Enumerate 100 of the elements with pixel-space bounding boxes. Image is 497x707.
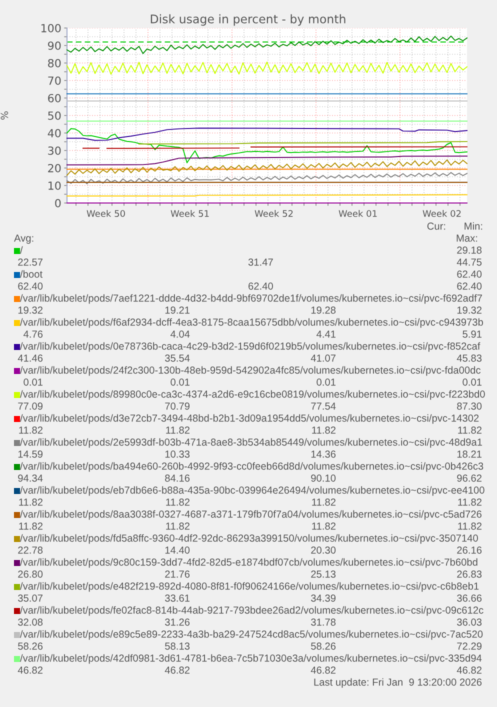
text: 11.82	[166, 498, 190, 506]
legend-label: /var/lib/kubelet/pods/7aef1221-ddde-4d32-b4dd-9bf69702de1f/volumes/kubernetes.io~csi/pvc-f692adf7	[20, 294, 482, 304]
y-tick-label: 60	[48, 94, 61, 102]
text: 11.82	[458, 522, 482, 530]
text: 11.82	[312, 522, 336, 530]
text: Min:	[464, 222, 482, 230]
text: 20.30	[311, 546, 336, 554]
text: 41.46	[18, 354, 43, 362]
text: 77.54	[311, 402, 336, 410]
text: 77.09	[18, 402, 43, 410]
x-tick-label: Week 01	[338, 210, 377, 217]
legend-label: /var/lib/kubelet/pods/f6af2934-dcff-4ea3-8175-8caa15675dbb/volumes/kubernetes.io~csi/pvc-c943973b	[20, 318, 483, 328]
y-tick-label: 20	[48, 164, 61, 172]
y-tick-label: 0	[55, 198, 61, 208]
y-tick-label: 70	[48, 76, 61, 85]
text: 96.62	[457, 474, 482, 482]
text: 36.66	[457, 594, 482, 602]
legend-label: /var/lib/kubelet/pods/2e5993df-b03b-471a-8ae8-3b534ab85449/volumes/kubernetes.io~csi/pvc-48d9a1	[20, 438, 482, 448]
text: 14.59	[18, 450, 43, 458]
text: 84.16	[165, 474, 190, 482]
y-axis-title: %	[0, 111, 8, 120]
text: 19.32	[457, 306, 482, 314]
text: 33.61	[165, 594, 190, 602]
text: 70.79	[165, 402, 190, 410]
text: 22.57	[18, 258, 42, 266]
text: 18.21	[457, 450, 482, 458]
text: 35.07	[18, 594, 42, 602]
legend-label: /var/lib/kubelet/pods/0e78736b-caca-4c29-b3d2-159d6f0219b5/volumes/kubernetes.io~csi/pvc-f852caf	[20, 342, 480, 352]
text: Avg:	[14, 234, 34, 244]
y-tick-label: 90	[48, 41, 61, 50]
text: 36.03	[457, 618, 482, 626]
text: 25.13	[311, 570, 336, 578]
text: 0.01	[170, 378, 190, 386]
text: 46.82	[456, 666, 482, 674]
legend-label: /var/lib/kubelet/pods/d3e72cb7-3494-48bd-b2b1-3d09a1954dd5/volumes/kubernetes.io~csi/pvc-14302	[20, 414, 479, 424]
text: 14.36	[311, 450, 336, 458]
y-tick-label: 40	[48, 128, 61, 138]
text: 87.30	[457, 402, 482, 410]
text: 62.40	[457, 282, 482, 290]
x-tick-label: Week 51	[170, 210, 209, 217]
text: 11.82	[19, 498, 42, 506]
text: 4.76	[24, 330, 43, 338]
y-tick-label: 10	[48, 181, 61, 190]
text: 31.26	[165, 618, 190, 626]
text: 26.83	[457, 570, 482, 578]
text: 34.39	[311, 594, 336, 602]
text: Cur:	[427, 222, 446, 230]
text: 58.13	[165, 642, 190, 650]
text: 94.34	[18, 474, 43, 482]
text: 11.82	[166, 522, 190, 530]
text: 62.40	[18, 282, 43, 290]
legend-label: /var/lib/kubelet/pods/ba494e60-260b-4992-9f93-cc0feeb66d8d/volumes/kubernetes.io~csi/pvc-0b426c3	[20, 462, 484, 472]
text: 4.04	[170, 330, 190, 338]
text: 46.82	[164, 666, 190, 674]
text: 14.40	[165, 546, 190, 554]
text: 11.82	[458, 498, 482, 506]
text: 46.82	[310, 666, 336, 674]
text: 90.10	[311, 474, 336, 482]
legend-label: /var/lib/kubelet/pods/89980c0e-ca3c-4374-a2d6-e9c16cbe0819/volumes/kubernetes.io~csi/pvc-f223bd0	[20, 390, 485, 400]
legend-label: /var/lib/kubelet/pods/fe02fac8-814b-44ab-9217-793bdee26ad2/volumes/kubernetes.io~csi/pvc-09c612c	[20, 606, 484, 616]
text: 41.07	[310, 354, 336, 362]
text: 62.40	[248, 282, 273, 290]
x-tick-label: Week 02	[422, 210, 461, 217]
legend-label: /var/lib/kubelet/pods/fd5a8ffc-9360-4df2-92dc-86293a399150/volumes/kubernetes.io~csi/pvc-3507140	[20, 534, 478, 544]
text: 45.83	[456, 354, 482, 362]
text: 19.21	[165, 306, 190, 314]
text: 19.28	[311, 306, 336, 314]
text: Max:	[456, 234, 478, 242]
legend-label: /var/lib/kubelet/pods/9c80c159-3dd7-4fd2-82d5-e1874bdf07cb/volumes/kubernetes.io~csi/pvc-7b60bd	[20, 558, 478, 568]
text: 21.76	[165, 570, 190, 578]
y-tick-label: 50	[48, 111, 61, 120]
x-tick-label: Week 52	[254, 210, 293, 217]
y-tick-label: 80	[48, 58, 61, 68]
text: 58.26	[311, 642, 336, 650]
text: 62.40	[457, 270, 482, 278]
text: 19.32	[18, 306, 42, 314]
legend-label: /var/lib/kubelet/pods/24f2c300-130b-48eb-959d-542902a4fc85/volumes/kubernetes.io~csi/pvc-fda00dc	[20, 366, 481, 376]
text: 5.91	[462, 330, 482, 338]
legend-label: /var/lib/kubelet/pods/8aa3038f-0327-4687-a371-179fb70f7a04/volumes/kubernetes.io~csi/pvc-c5ad726	[20, 510, 482, 520]
text: 0.01	[24, 378, 43, 386]
text: 31.47	[248, 258, 273, 266]
text: 11.82	[312, 498, 336, 506]
text: 31.78	[311, 618, 336, 626]
text: 11.82	[312, 426, 336, 434]
text: 0.01	[462, 378, 482, 386]
text: 72.29	[457, 642, 482, 650]
text: 44.75	[456, 258, 482, 266]
text: 10.33	[165, 450, 190, 458]
y-tick-label: 100	[41, 24, 61, 32]
text: 0.01	[316, 378, 336, 386]
legend-label: /var/lib/kubelet/pods/eb7db6e6-b88a-435a-90bc-039964e26494/volumes/kubernetes.io~csi/pvc-ee4100	[20, 486, 484, 496]
text: 26.16	[457, 546, 482, 554]
text: 11.82	[166, 426, 190, 434]
legend-label: /var/lib/kubelet/pods/e482f219-892d-4080-8f81-f0f90624166e/volumes/kubernetes.io~csi/pvc-c6b8eb1	[20, 582, 479, 592]
text: 29.18	[457, 246, 482, 254]
y-tick-label: 30	[48, 146, 61, 155]
x-tick-label: Week 50	[86, 210, 125, 217]
legend-label: /var/lib/kubelet/pods/42df0981-3d61-4781-b6ea-7c5b71030e3a/volumes/kubernetes.io~csi/pvc-335d94	[20, 654, 482, 664]
text: 35.54	[165, 354, 190, 362]
legend-label: /	[20, 246, 23, 254]
